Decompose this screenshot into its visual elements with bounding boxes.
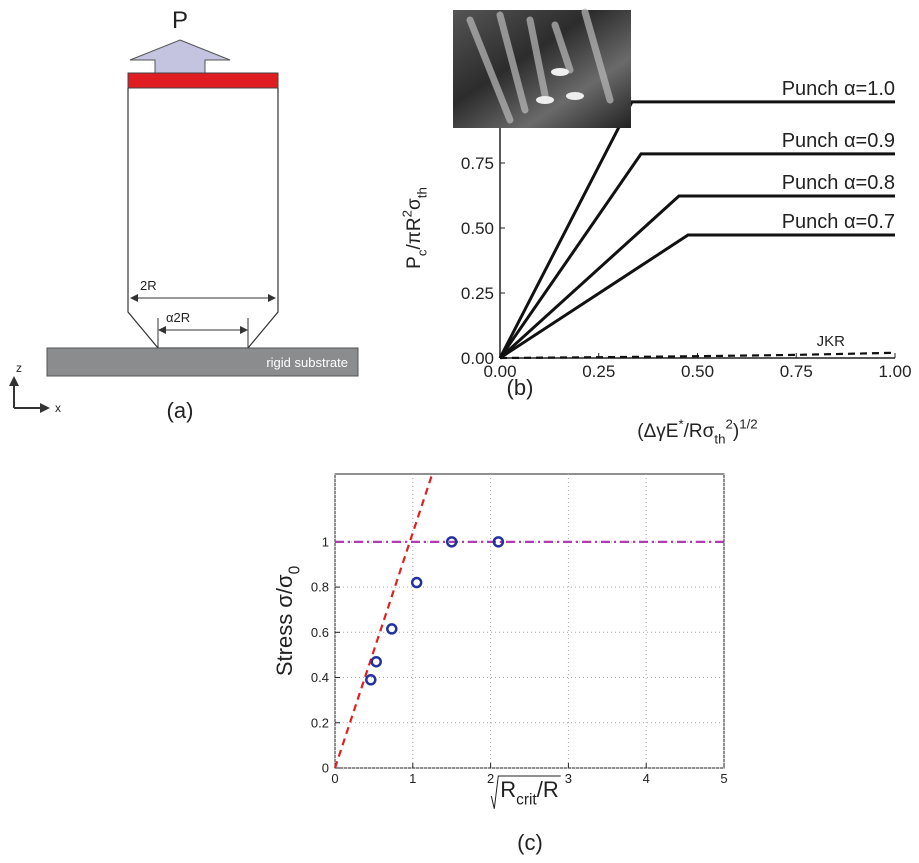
y-tick-label: 0.4: [311, 670, 329, 685]
y-tick-label: 0.25: [461, 284, 494, 303]
label-part: (ΔγE: [637, 421, 678, 442]
width-label: 2R: [140, 278, 157, 293]
x-tick-label: 0.50: [681, 362, 714, 381]
panel-label: (b): [507, 375, 534, 400]
y-tick-label: 0.00: [461, 349, 494, 368]
y-tick-label: 1: [322, 534, 329, 549]
label-part: σ: [404, 198, 425, 210]
x-tick-label: 5: [720, 771, 727, 786]
fiber-tip: [536, 96, 554, 104]
series-label: Punch α=0.8: [782, 172, 895, 194]
panel-label: (c): [517, 830, 543, 855]
label-part: th: [415, 187, 430, 198]
z-label: z: [16, 361, 22, 375]
label-part: 1/2: [739, 416, 758, 431]
y-tick-label: 0.2: [311, 715, 329, 730]
label-part: 2: [725, 416, 732, 431]
label-part: 0: [287, 566, 304, 575]
label-part: Stress σ/σ: [272, 574, 297, 676]
y-tick-label: 0: [322, 761, 329, 776]
x-tick-label: 2: [487, 771, 494, 786]
series-label: JKR: [817, 333, 846, 350]
series-label: Punch α=1.0: [782, 78, 895, 100]
substrate-label: rigid substrate: [266, 355, 348, 370]
y-tick-label: 0.6: [311, 625, 329, 640]
label-part: P: [404, 256, 425, 269]
x-tick-label: 1: [409, 771, 416, 786]
x-tick-label: 4: [643, 771, 650, 786]
x-tick-label: 0.75: [780, 362, 813, 381]
fiber-tip: [566, 92, 584, 100]
label-part: crit: [516, 792, 537, 809]
x-tick-label: 3: [565, 771, 572, 786]
x-label: x: [55, 401, 61, 415]
label-part: /Rσ: [684, 421, 715, 442]
load-label: P: [172, 7, 188, 34]
x-tick-label: 1.00: [878, 362, 911, 381]
tip-width-label: α2R: [166, 310, 190, 325]
label-part: R: [500, 777, 516, 802]
x-tick-label: 0.25: [582, 362, 615, 381]
label-part: th: [714, 432, 725, 447]
y-tick-label: 0.50: [461, 219, 494, 238]
series-label: Punch α=0.9: [782, 130, 895, 152]
series-label: Punch α=0.7: [782, 211, 895, 233]
label-part: /πR: [404, 217, 425, 249]
y-tick-label: 0.8: [311, 580, 329, 595]
figure: P rigid substrate 2R α2R z x (a) 0.000.2…: [0, 0, 919, 863]
x-tick-label: 0: [331, 771, 338, 786]
panel-label: (a): [167, 398, 194, 423]
y-tick-label: 0.75: [461, 154, 494, 173]
label-part: 2: [399, 210, 414, 217]
fiber-tip: [551, 68, 569, 76]
micrograph-inset: [453, 10, 631, 128]
label-part: /R: [537, 777, 559, 802]
backing-plate: [128, 73, 278, 88]
